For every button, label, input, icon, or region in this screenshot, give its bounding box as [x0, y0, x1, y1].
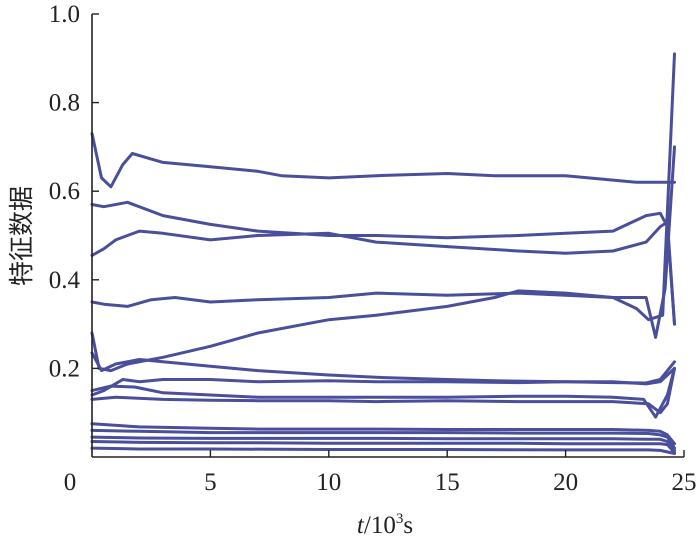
x-tick-label: 25: [672, 469, 697, 496]
series-line-12: [90, 435, 676, 452]
series-line-8: [90, 366, 676, 419]
x-axis-title-base: /10: [364, 512, 396, 539]
y-tick-label: 0.6: [49, 178, 80, 205]
y-axis-title: 特征数据: [7, 186, 36, 286]
series-line-14: [90, 446, 676, 455]
series-line-3: [90, 220, 676, 326]
x-tick-label: 20: [553, 469, 578, 496]
y-tick-label: 0.8: [49, 90, 80, 117]
x-tick-label: 5: [204, 469, 217, 496]
ticks-layer: 0 5 10 15 20 25 0.2 0.4 0.6 0.8 1.0: [49, 1, 697, 496]
series-line-5: [90, 52, 676, 373]
x-tick-label: 0: [64, 469, 77, 496]
series-line-2: [90, 200, 676, 326]
series-line-13: [90, 440, 676, 455]
x-axis-title-exp: 3: [396, 511, 404, 527]
x-axis-title-unit: s: [403, 512, 413, 539]
y-tick-label: 0.4: [49, 267, 81, 294]
series-layer: [90, 52, 676, 455]
y-tick-label: 0.2: [49, 355, 80, 382]
series-line-10: [90, 422, 676, 446]
series-line-4: [90, 145, 676, 339]
x-axis-title: t/103s: [357, 511, 413, 539]
x-tick-label: 15: [435, 469, 460, 496]
y-tick-label: 1.0: [49, 1, 80, 28]
series-line-9: [90, 366, 676, 415]
axes-layer: [91, 14, 684, 458]
series-line-11: [90, 428, 676, 450]
series-line-1: [90, 132, 676, 189]
x-axis-title-var: t: [357, 512, 365, 539]
series-line-7: [90, 366, 676, 397]
x-tick-label: 10: [316, 469, 341, 496]
